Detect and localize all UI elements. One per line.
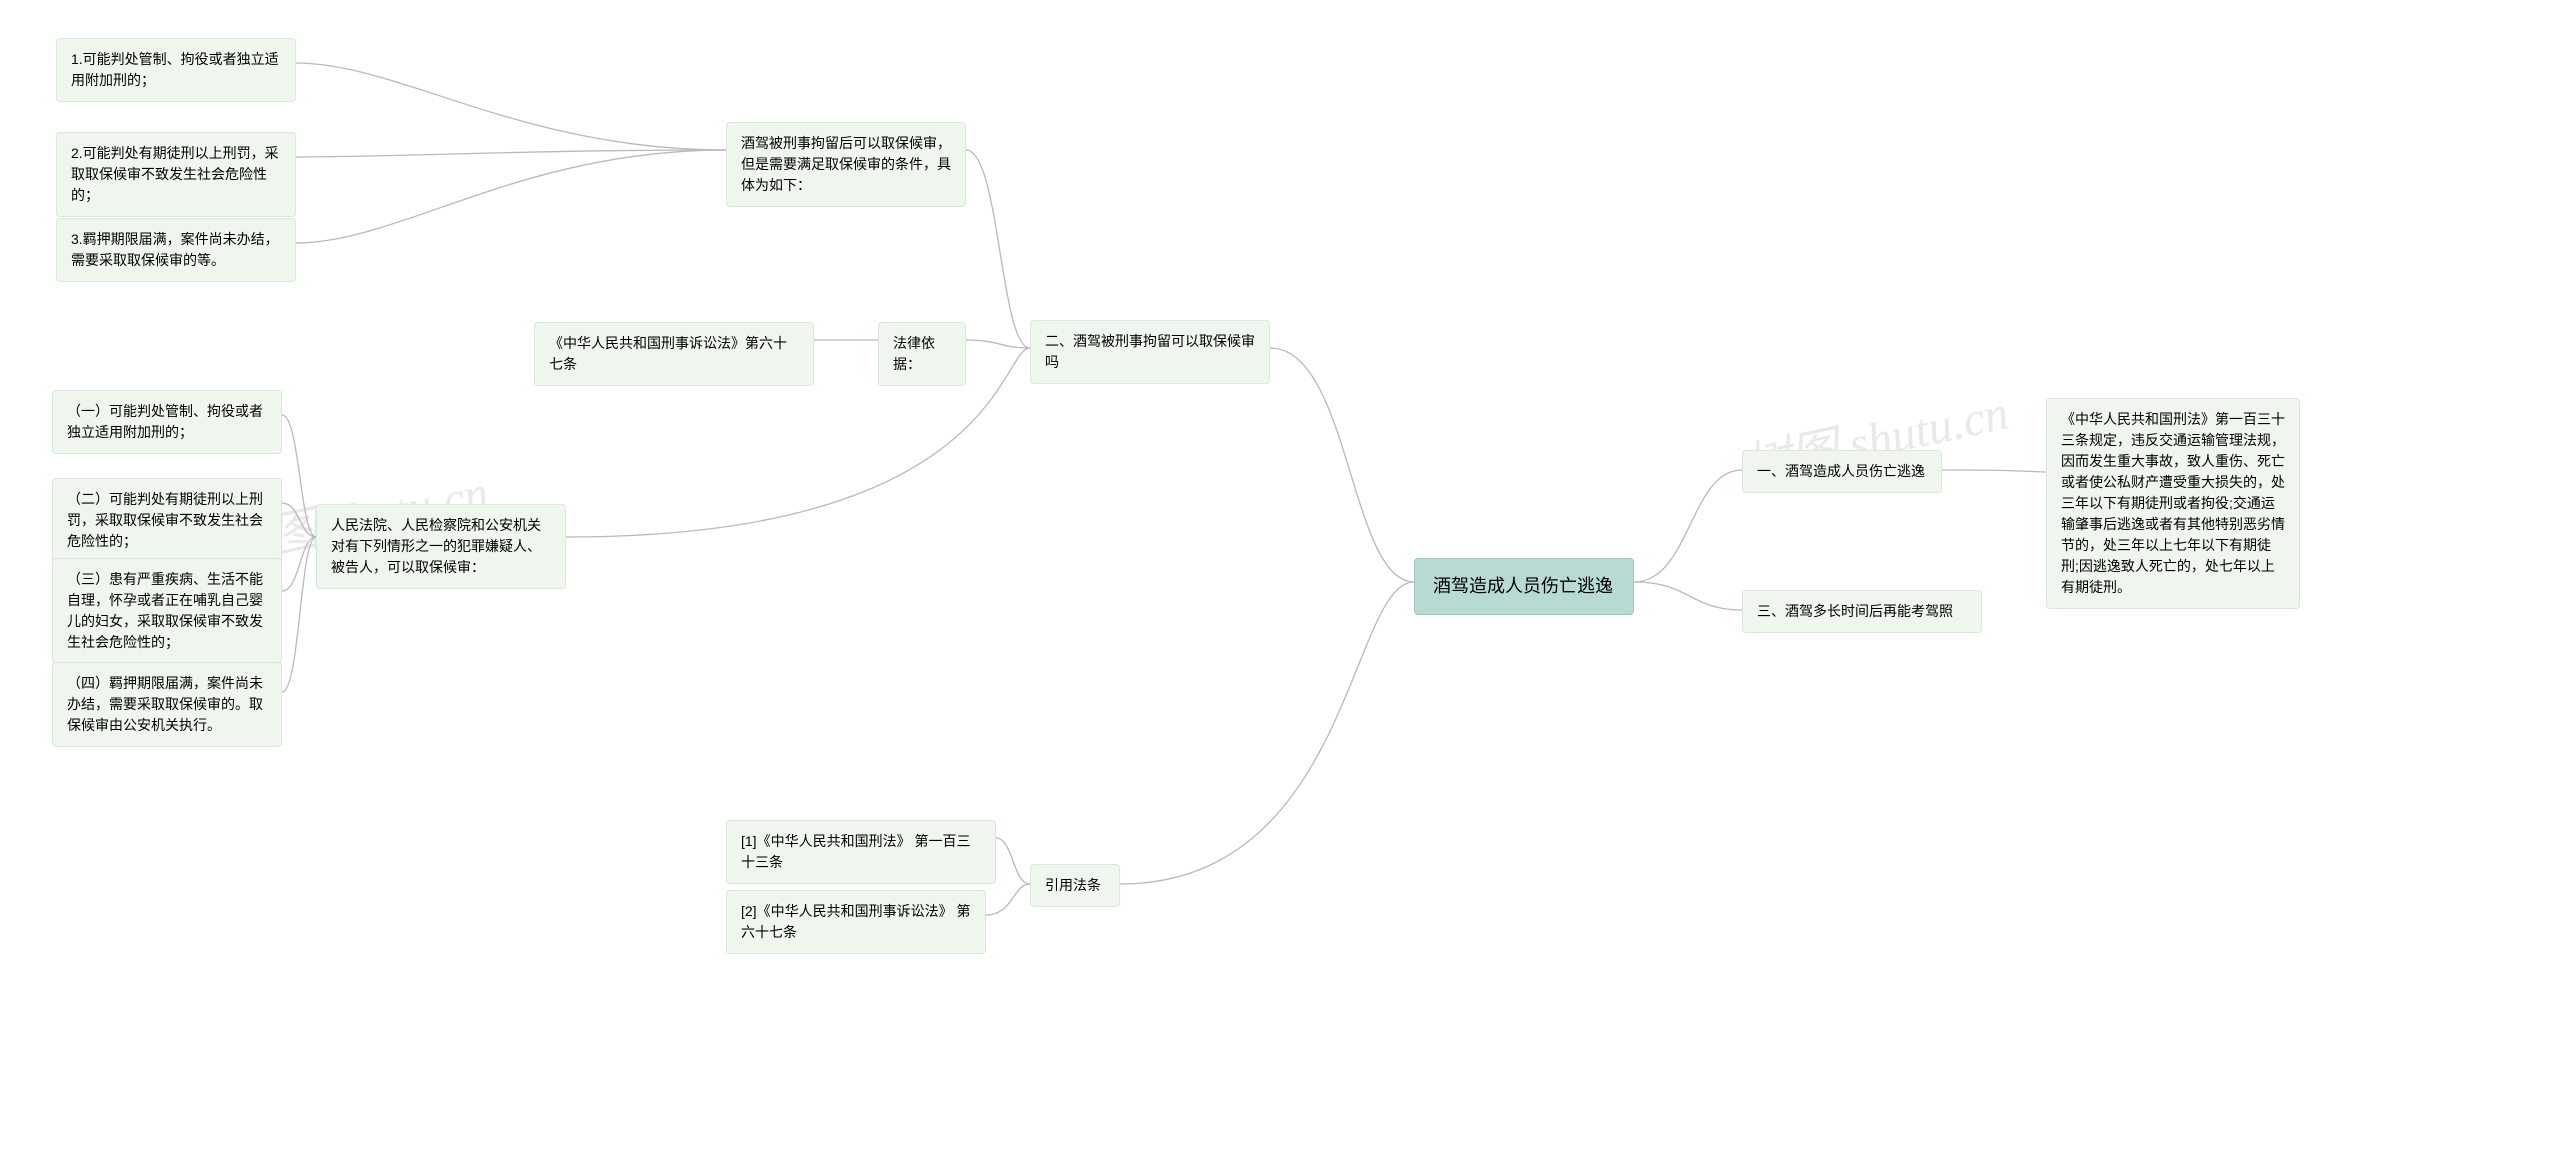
branch-1[interactable]: 一、酒驾造成人员伤亡逃逸	[1742, 450, 1942, 493]
mindmap-canvas: 树图 shutu.cn 树图 shutu.cn	[0, 0, 2560, 1158]
branch-2-child-3c[interactable]: （三）患有严重疾病、生活不能自理，怀孕或者正在哺乳自己婴儿的妇女，采取取保候审不…	[52, 558, 282, 664]
branch-2-child-3[interactable]: 人民法院、人民检察院和公安机关对有下列情形之一的犯罪嫌疑人、被告人，可以取保候审…	[316, 504, 566, 589]
branch-2-child-1[interactable]: 酒驾被刑事拘留后可以取保候审，但是需要满足取保候审的条件，具体为如下：	[726, 122, 966, 207]
branch-3[interactable]: 三、酒驾多长时间后再能考驾照	[1742, 590, 1982, 633]
branch-4-child-2[interactable]: [2]《中华人民共和国刑事诉讼法》 第六十七条	[726, 890, 986, 954]
branch-2-child-3b[interactable]: （二）可能判处有期徒刑以上刑罚，采取取保候审不致发生社会危险性的；	[52, 478, 282, 563]
branch-4-child-1[interactable]: [1]《中华人民共和国刑法》 第一百三十三条	[726, 820, 996, 884]
branch-2-child-1c[interactable]: 3.羁押期限届满，案件尚未办结，需要采取取保候审的等。	[56, 218, 296, 282]
root-node[interactable]: 酒驾造成人员伤亡逃逸	[1414, 558, 1634, 615]
branch-2-child-1a[interactable]: 1.可能判处管制、拘役或者独立适用附加刑的；	[56, 38, 296, 102]
branch-2[interactable]: 二、酒驾被刑事拘留可以取保候审吗	[1030, 320, 1270, 384]
branch-1-child-1[interactable]: 《中华人民共和国刑法》第一百三十三条规定，违反交通运输管理法规，因而发生重大事故…	[2046, 398, 2300, 609]
branch-2-child-3d[interactable]: （四）羁押期限届满，案件尚未办结，需要采取取保候审的。取保候审由公安机关执行。	[52, 662, 282, 747]
branch-4[interactable]: 引用法条	[1030, 864, 1120, 907]
branch-2-child-2[interactable]: 法律依据：	[878, 322, 966, 386]
branch-2-child-2a[interactable]: 《中华人民共和国刑事诉讼法》第六十七条	[534, 322, 814, 386]
branch-2-child-1b[interactable]: 2.可能判处有期徒刑以上刑罚，采取取保候审不致发生社会危险性的；	[56, 132, 296, 217]
branch-2-child-3a[interactable]: （一）可能判处管制、拘役或者独立适用附加刑的；	[52, 390, 282, 454]
